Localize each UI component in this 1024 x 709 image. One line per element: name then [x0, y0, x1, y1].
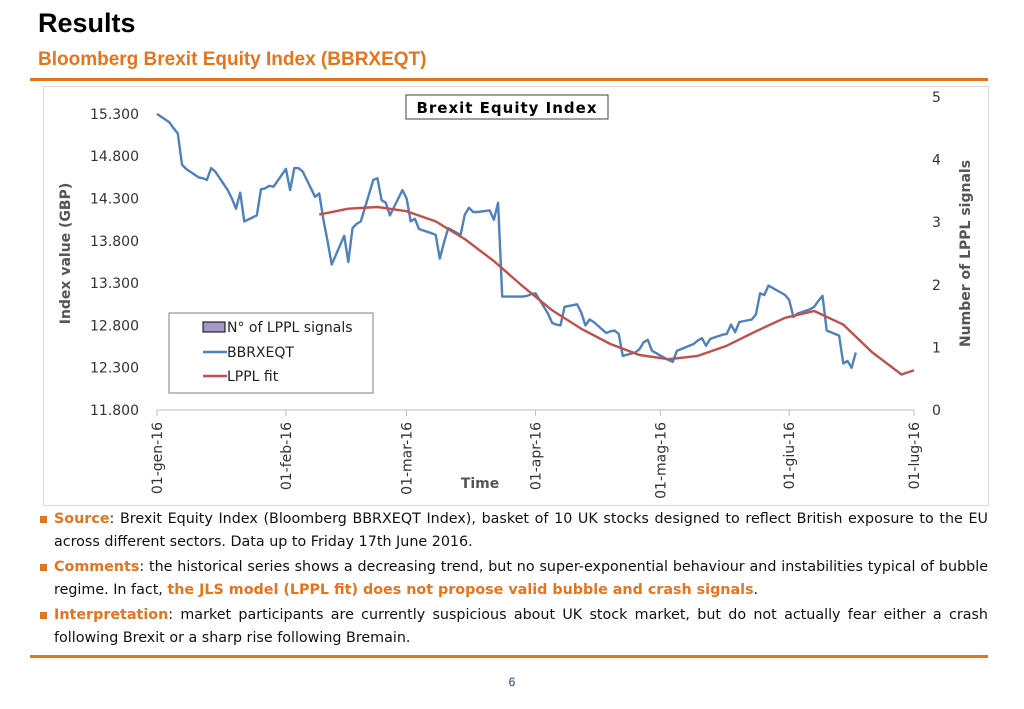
x-tick-label: 01-lug-16: [907, 422, 923, 489]
page-number: 6: [508, 675, 516, 689]
x-tick-label: 01-mar-16: [400, 422, 416, 495]
y2-tick-label: 1: [932, 340, 941, 356]
y-tick-label: 15.300: [90, 107, 139, 123]
bullet-list: Source: Brexit Equity Index (Bloomberg B…: [38, 508, 988, 652]
x-tick-label: 01-feb-16: [279, 422, 295, 490]
y2-tick-label: 3: [932, 215, 941, 231]
series-bbrxeqt-line: [156, 112, 857, 369]
y2-tick-label: 2: [932, 278, 941, 294]
bullet-square-icon: [40, 612, 47, 619]
bullet-comments: Comments: the historical series shows a …: [38, 556, 988, 602]
x-axis-title: Time: [461, 476, 499, 492]
x-tick-label: 01-giu-16: [782, 422, 798, 489]
bullet-label: Comments: [54, 559, 140, 575]
bullet-interpretation: Interpretation: market participants are …: [38, 604, 988, 650]
y-tick-label: 13.300: [90, 276, 139, 292]
legend-swatch-lppl-signals: [202, 321, 226, 333]
x-tick-label: 01-apr-16: [529, 422, 545, 490]
bullet-label: Source: [54, 511, 110, 527]
chart-title: Brexit Equity Index: [416, 99, 597, 117]
bottom-divider: [30, 655, 988, 658]
legend-label: N° of LPPL signals: [227, 320, 353, 336]
legend-label: BBRXEQT: [227, 345, 294, 361]
y-tick-label: 14.300: [90, 192, 139, 208]
bullet-text: : market participants are currently susp…: [54, 607, 988, 646]
bullet-source: Source: Brexit Equity Index (Bloomberg B…: [38, 508, 988, 554]
bullet-square-icon: [40, 516, 47, 523]
y2-tick-label: 5: [932, 90, 941, 106]
x-tick-label: 01-mag-16: [653, 422, 669, 499]
bullet-label: Interpretation: [54, 607, 169, 623]
page-title: Results: [38, 8, 136, 38]
chart-container: 11.800 12.300 12.800 13.300 13.800 14.300 14.8…: [43, 86, 989, 506]
legend-label: LPPL fit: [227, 369, 279, 385]
bullet-text: : the historical series shows a decreasi…: [54, 559, 988, 598]
top-divider: [30, 78, 988, 81]
y-tick-label: 12.800: [90, 318, 139, 334]
x-tick-label: 01-gen-16: [150, 422, 166, 494]
y2-tick-label: 0: [932, 403, 941, 419]
y-tick-label: 14.800: [90, 149, 139, 165]
chart-title-box: [405, 94, 609, 120]
y2-axis-title: Number of LPPL signals: [958, 160, 974, 347]
bullet-highlight: the JLS model (LPPL fit) does not propos…: [167, 582, 754, 598]
y-axis-title: Index value (GBP): [58, 183, 74, 325]
bullet-text: : Brexit Equity Index (Bloomberg BBRXEQT…: [54, 511, 988, 550]
y2-tick-label: 4: [932, 153, 941, 169]
bullet-tail: .: [753, 582, 759, 598]
y-tick-label: 12.300: [90, 361, 139, 377]
y-tick-label: 13.800: [90, 234, 139, 250]
bullet-square-icon: [40, 564, 47, 571]
chart-svg: 11.800 12.300 12.800 13.300 13.800 14.300 14.8…: [58, 90, 974, 499]
y-tick-label: 11.800: [90, 403, 139, 419]
page-subtitle: Bloomberg Brexit Equity Index (BBRXEQT): [38, 49, 427, 70]
series-lppl-fit-line: [318, 205, 915, 376]
